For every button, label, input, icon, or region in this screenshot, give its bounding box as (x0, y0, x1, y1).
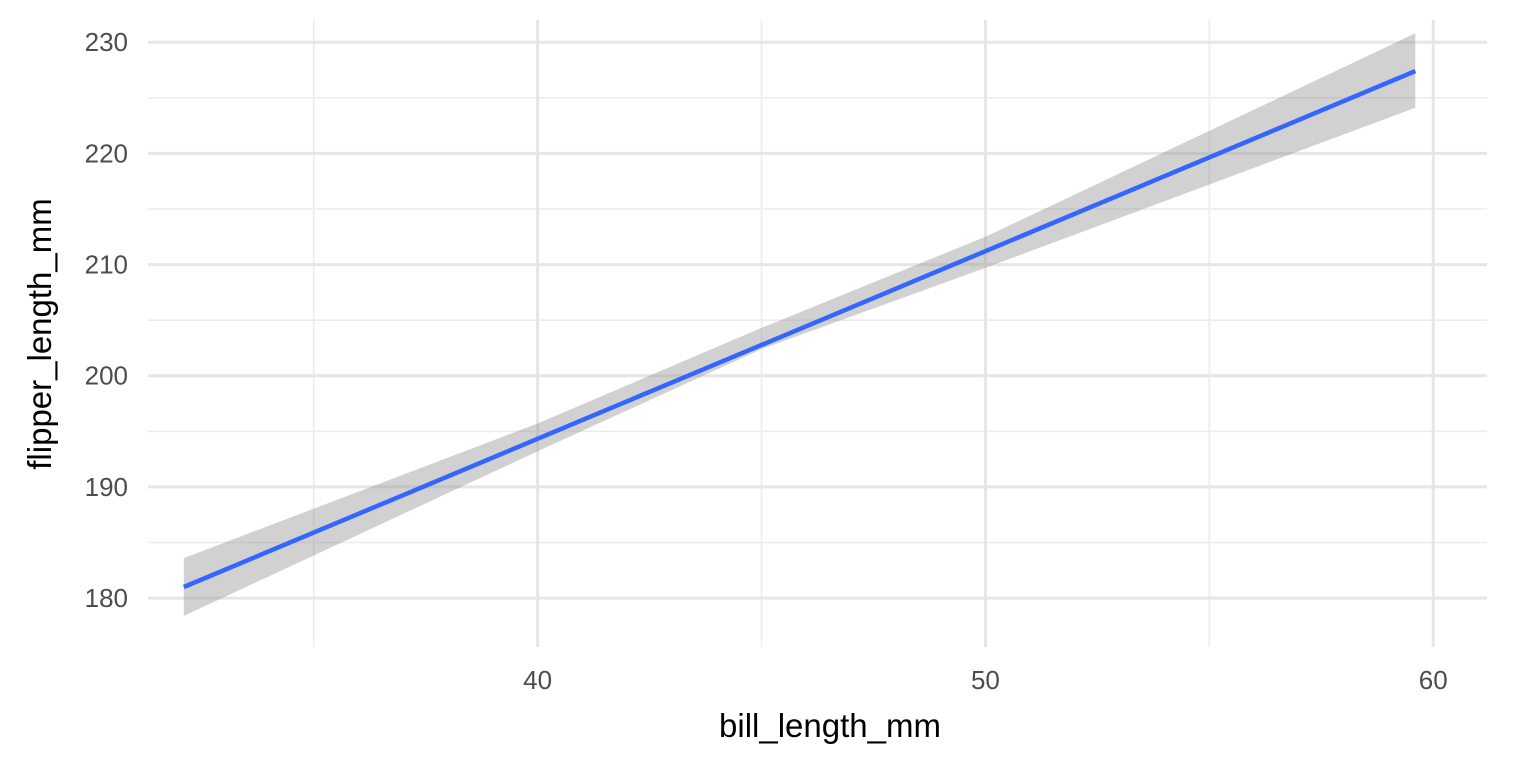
y-tick-label: 210 (85, 250, 128, 280)
confidence-band (183, 33, 1416, 616)
x-tick-label: 50 (971, 665, 1000, 695)
y-tick-label: 190 (85, 472, 128, 502)
fit-line (182, 69, 1417, 590)
x-tick-label: 60 (1419, 665, 1448, 695)
fit-line-layer (182, 69, 1417, 590)
grid-major (148, 20, 1487, 647)
y-tick-label: 180 (85, 583, 128, 613)
y-tick-label: 220 (85, 138, 128, 168)
x-axis-title: bill_length_mm (719, 707, 941, 744)
x-tick-labels: 40 50 60 (523, 665, 1448, 695)
confidence-band-layer (183, 33, 1416, 616)
y-axis-title: flipper_length_mm (21, 198, 58, 469)
x-tick-label: 40 (523, 665, 552, 695)
y-tick-label: 230 (85, 27, 128, 57)
y-tick-label: 200 (85, 361, 128, 391)
y-tick-labels: 180 190 200 210 220 230 (85, 27, 128, 613)
